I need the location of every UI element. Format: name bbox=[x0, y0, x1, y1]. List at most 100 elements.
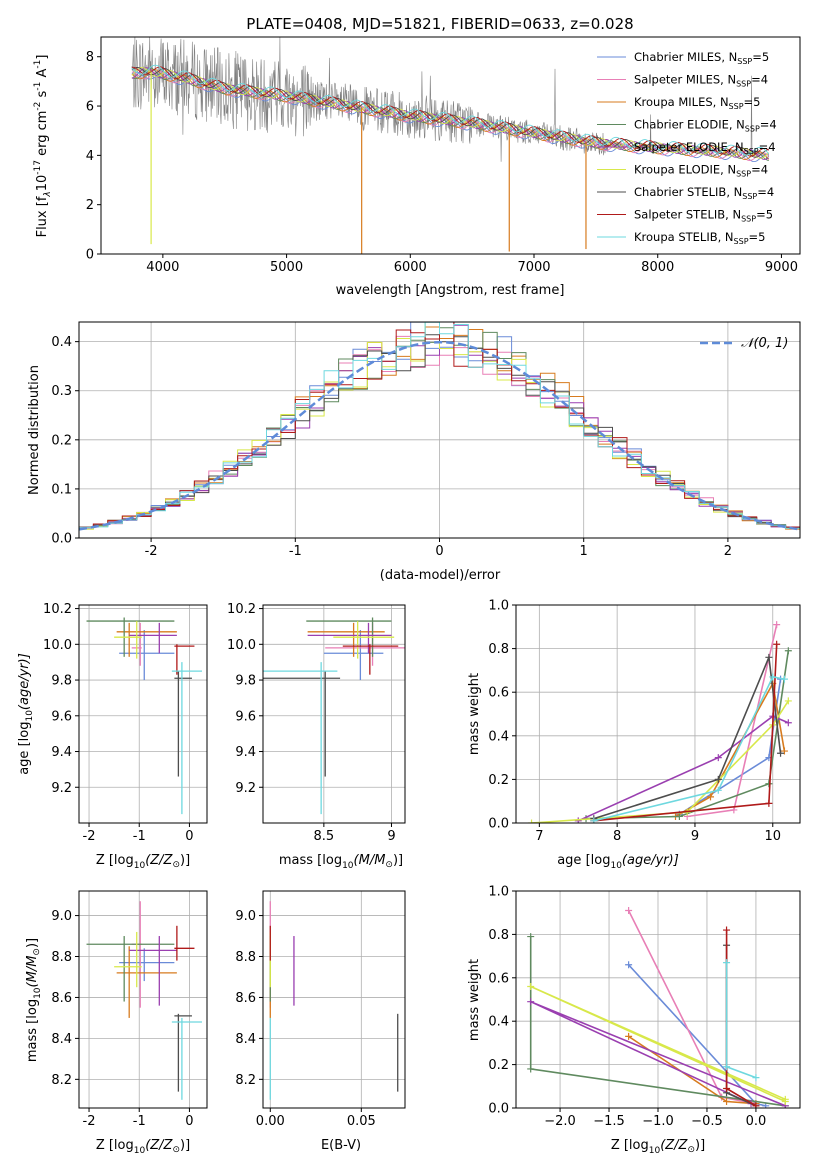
mass-weight-point bbox=[765, 799, 773, 807]
y-tick-label: 0.3 bbox=[51, 384, 72, 399]
legend-entry: Chabrier ELODIE, NSSP=4 bbox=[634, 118, 777, 134]
label-part: SSP bbox=[734, 237, 749, 246]
mass-weight-point bbox=[777, 749, 785, 757]
label-part: Salpeter STELIB, N bbox=[634, 208, 741, 222]
y-axis-label: mass weight bbox=[467, 959, 482, 1041]
mw-Z-axes: −2.0 −1.5 −1.0 −0.5 0.0 0.0 0.2 0.4 0.6 0.8 1.0 bbox=[488, 885, 801, 1129]
mass-weight-point bbox=[773, 640, 781, 648]
age-Z-axes: -2 -1 0 9.2 9.4 9.6 9.8 10.0 10.2 bbox=[43, 602, 208, 844]
x-axis-label: wavelength [Angstrom, rest frame] bbox=[336, 283, 565, 298]
label-part: λ bbox=[43, 191, 53, 197]
label-part: Z [log bbox=[96, 1138, 134, 1153]
mass-weight-age-line bbox=[593, 644, 778, 822]
x-axis-label: (data-model)/error bbox=[380, 568, 501, 583]
x-tick-label: 9 bbox=[691, 829, 699, 844]
label-part: Flux [f bbox=[35, 196, 50, 237]
legend-entry: Salpeter STELIB, NSSP=5 bbox=[634, 208, 773, 224]
legend-entry: Chabrier MILES, NSSP=5 bbox=[634, 50, 769, 66]
age-mass-axes: 8.5 9 9.2 9.4 9.6 9.8 10.0 10.2 bbox=[227, 602, 406, 844]
label-part: SSP bbox=[744, 147, 759, 156]
y-tick-label: 8.8 bbox=[51, 950, 72, 965]
xlabel-label: Z [log10(Z/Z⊙)] bbox=[611, 1138, 705, 1156]
y-tick-label: 9.8 bbox=[235, 674, 256, 689]
label-part: 10 bbox=[342, 861, 354, 871]
model-spectrum-line bbox=[131, 64, 770, 156]
label-part: ⊙ bbox=[172, 1145, 180, 1155]
age-Z-plot-area bbox=[86, 617, 202, 815]
label-part: ⊙ bbox=[32, 948, 42, 956]
y-tick-label: 8.8 bbox=[235, 950, 256, 965]
y-tick-label: 6 bbox=[86, 100, 94, 115]
legend-entry: Salpeter ELODIE, NSSP=4 bbox=[634, 140, 776, 156]
y-tick-label: 0.4 bbox=[488, 1015, 509, 1030]
label-part: 10 bbox=[610, 861, 622, 871]
model-spectrum-line bbox=[131, 67, 770, 159]
residual-histogram bbox=[79, 322, 800, 529]
legend-entry: Kroupa ELODIE, NSSP=4 bbox=[634, 163, 768, 179]
label-part: Salpeter ELODIE, N bbox=[634, 140, 744, 154]
age-mass-plot-area bbox=[263, 617, 405, 815]
legend-entry: 𝒩(0, 1) bbox=[741, 336, 788, 351]
x-tick-label: −2.0 bbox=[544, 1114, 576, 1129]
mass-weight-age-line bbox=[687, 624, 778, 818]
mass-weight-point bbox=[784, 647, 792, 655]
residuals-plot-area bbox=[79, 322, 800, 531]
legend-entry: Chabrier STELIB, NSSP=4 bbox=[634, 185, 774, 201]
mass-weight-Z-line bbox=[627, 910, 757, 1105]
mass-weight-point bbox=[765, 780, 773, 788]
label-part: (Z/Z bbox=[660, 1138, 688, 1153]
y-tick-label: 10.2 bbox=[43, 602, 72, 617]
axes-frame bbox=[78, 890, 208, 1109]
y-axis-label: Flux [fλ10-17 erg cm-2 s-1 A-1] bbox=[33, 55, 53, 238]
y-tick-label: 0.2 bbox=[51, 433, 72, 448]
legend-entry: Kroupa STELIB, NSSP=5 bbox=[634, 230, 765, 246]
y-tick-label: 9.0 bbox=[51, 909, 72, 924]
model-spectrum-line bbox=[131, 66, 770, 157]
label-part: SSP bbox=[742, 192, 757, 201]
x-tick-label: 4000 bbox=[146, 260, 179, 275]
x-tick-label: -2 bbox=[145, 544, 158, 559]
y-tick-label: 8.6 bbox=[235, 991, 256, 1006]
label-part: SSP bbox=[741, 215, 756, 224]
x-tick-label: −1.0 bbox=[642, 1114, 674, 1129]
label-part: erg cm bbox=[35, 111, 50, 160]
label-part: ⊙ bbox=[687, 1145, 695, 1155]
y-tick-label: 0 bbox=[86, 248, 94, 263]
y-tick-label: 2 bbox=[86, 198, 94, 213]
label-part: Chabrier STELIB, N bbox=[634, 185, 742, 199]
y-tick-label: 9.0 bbox=[235, 909, 256, 924]
axes-frame bbox=[100, 36, 801, 255]
y-tick-label: 0.0 bbox=[488, 1102, 509, 1117]
y-tick-label: 8 bbox=[86, 50, 94, 65]
label-part: )] bbox=[695, 1138, 705, 1153]
mass-weight-point bbox=[625, 961, 633, 969]
label-part: ⊙ bbox=[385, 860, 393, 870]
x-tick-label: 8.5 bbox=[314, 829, 335, 844]
mass-weight-point bbox=[723, 1084, 731, 1092]
mass-weight-point bbox=[527, 1065, 535, 1073]
label-part: Kroupa STELIB, N bbox=[634, 230, 734, 244]
y-tick-label: 8.6 bbox=[51, 991, 72, 1006]
spectrum-plot-area bbox=[131, 37, 770, 254]
y-tick-label: 0.0 bbox=[488, 817, 509, 832]
mass-weight-point bbox=[714, 775, 722, 783]
label-part: )] bbox=[393, 853, 403, 868]
axes-frame bbox=[78, 604, 208, 824]
mass-weight-point bbox=[527, 933, 535, 941]
mass-weight-point bbox=[528, 819, 536, 823]
label-part: s bbox=[35, 90, 50, 101]
label-part: 10 bbox=[33, 987, 43, 999]
mass-weight-point bbox=[723, 926, 731, 934]
x-tick-label: 7 bbox=[535, 829, 543, 844]
y-tick-label: 8.4 bbox=[235, 1032, 256, 1047]
normal-curve-line bbox=[79, 340, 800, 531]
residuals-axes: -2 -1 0 1 2 0.0 0.1 0.2 0.3 0.4 bbox=[51, 321, 801, 559]
model-spectrum-line bbox=[131, 66, 769, 158]
label-part: Z [log bbox=[611, 1138, 649, 1153]
mass-weight-point bbox=[765, 653, 773, 661]
x-tick-label: 0.00 bbox=[256, 1114, 285, 1129]
y-tick-label: 9.6 bbox=[235, 709, 256, 724]
y-tick-label: 10.2 bbox=[227, 602, 256, 617]
